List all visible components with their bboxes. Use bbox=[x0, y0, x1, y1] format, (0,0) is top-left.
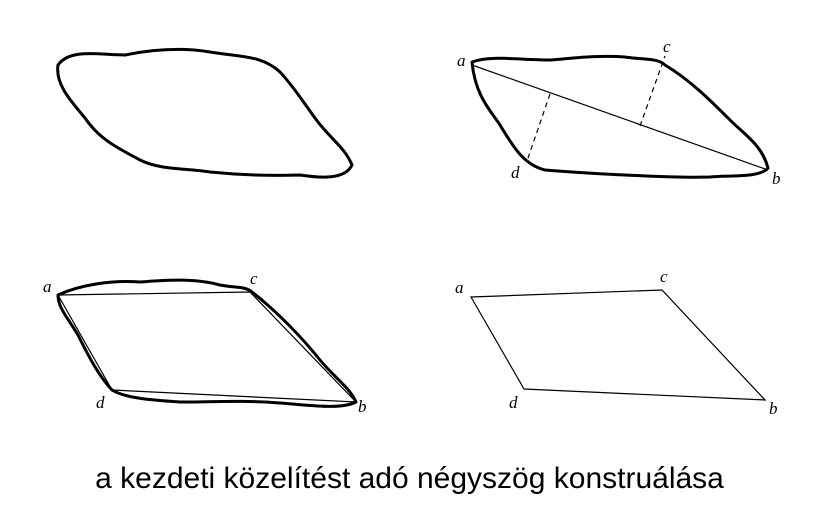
label-b: b bbox=[769, 399, 778, 418]
irregular-outline bbox=[56, 278, 358, 408]
label-c: c bbox=[660, 267, 668, 286]
inscribed-quadrilateral bbox=[56, 291, 358, 403]
irregular-outline bbox=[470, 54, 770, 179]
label-b: b bbox=[772, 169, 781, 188]
label-d: d bbox=[509, 393, 518, 412]
panel-bottom-left: a c d b bbox=[43, 269, 367, 416]
figure-caption: a kezdeti közelítést adó négyszög konstr… bbox=[95, 462, 724, 495]
label-c: c bbox=[663, 37, 671, 56]
label-a: a bbox=[43, 277, 52, 296]
label-d: d bbox=[96, 393, 105, 412]
dashed-perpendicular-c bbox=[639, 55, 666, 127]
label-a: a bbox=[455, 278, 464, 297]
panel-top-right: a c d b bbox=[457, 37, 781, 188]
label-d: d bbox=[511, 163, 520, 182]
dashed-perpendicular-d bbox=[527, 93, 551, 159]
label-c: c bbox=[250, 269, 258, 288]
label-a: a bbox=[457, 51, 466, 70]
irregular-outline bbox=[56, 47, 354, 179]
label-b: b bbox=[358, 397, 367, 416]
panel-bottom-right: a c d b bbox=[455, 267, 778, 418]
diagonal-a-b bbox=[471, 64, 769, 171]
quadrilateral bbox=[469, 289, 767, 401]
panel-top-left bbox=[56, 47, 354, 179]
